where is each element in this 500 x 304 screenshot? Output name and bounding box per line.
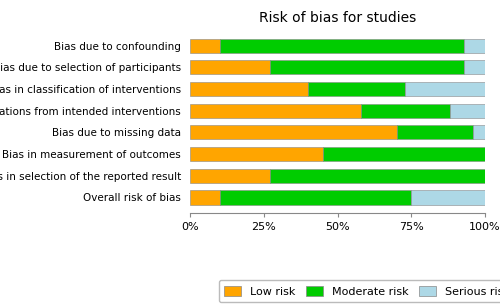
Bar (190, 169, 270, 183)
Bar (190, 104, 361, 118)
Bar (396, 125, 473, 140)
Bar (190, 39, 220, 53)
Bar (220, 190, 411, 205)
Bar (450, 104, 485, 118)
Bar (406, 82, 485, 96)
Title: Risk of bias for studies: Risk of bias for studies (259, 11, 416, 25)
Bar (190, 125, 396, 140)
Bar (464, 60, 485, 74)
Bar (464, 39, 485, 53)
Bar (270, 169, 485, 183)
Bar (361, 104, 450, 118)
Bar (190, 147, 323, 161)
Bar (308, 82, 406, 96)
Bar (473, 125, 485, 140)
Legend: Low risk, Moderate risk, Serious risk: Low risk, Moderate risk, Serious risk (218, 280, 500, 302)
Bar (323, 147, 485, 161)
Bar (190, 82, 308, 96)
Bar (190, 190, 220, 205)
Bar (190, 60, 270, 74)
Bar (411, 190, 485, 205)
Bar (220, 39, 464, 53)
Bar (270, 60, 464, 74)
